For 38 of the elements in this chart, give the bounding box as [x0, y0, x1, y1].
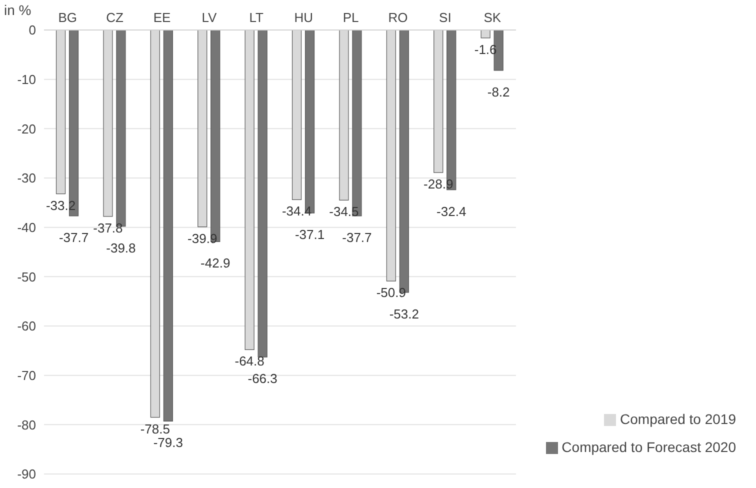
data-label: -37.8: [93, 220, 123, 236]
y-tick-label: -50: [17, 269, 36, 284]
y-tick-label: -70: [17, 368, 36, 383]
x-tick-label: LV: [202, 10, 217, 25]
data-label: -78.5: [140, 421, 170, 436]
data-label: -39.8: [106, 240, 136, 256]
data-label: -8.2: [487, 84, 510, 100]
data-label: -53.2: [389, 306, 419, 322]
data-label: -34.4: [282, 204, 312, 219]
x-tick-label: BG: [58, 10, 77, 25]
y-tick-label: -20: [17, 121, 36, 136]
legend-label: Compared to Forecast 2020: [562, 439, 736, 455]
y-tick-label: -10: [17, 72, 36, 87]
legend-label: Compared to 2019: [620, 411, 736, 427]
data-label: -37.7: [58, 230, 89, 245]
data-label: -37.1: [294, 227, 325, 242]
data-label: -32.4: [436, 204, 466, 219]
data-label: -66.3: [248, 371, 278, 386]
data-label: -50.9: [376, 285, 406, 300]
y-tick-label: -30: [17, 170, 36, 186]
data-label: -64.8: [234, 354, 264, 369]
data-label: -79.3: [153, 435, 183, 450]
x-tick-label: SK: [484, 10, 502, 25]
x-tick-label: SI: [439, 10, 452, 25]
y-tick-label: 0: [28, 22, 36, 38]
y-axis-title: in %: [4, 2, 32, 18]
y-tick-label: -60: [17, 318, 36, 334]
y-tick-label: -80: [17, 417, 36, 432]
data-label: -37.7: [342, 230, 372, 245]
x-tick-label: CZ: [106, 10, 124, 25]
x-tick-label: EE: [153, 10, 171, 25]
x-tick-label: LT: [249, 10, 264, 25]
x-tick-label: PL: [342, 10, 359, 25]
data-label: -42.9: [200, 256, 230, 271]
y-tick-label: -40: [17, 220, 36, 235]
x-tick-label: RO: [388, 10, 408, 25]
x-tick-label: HU: [294, 10, 313, 25]
y-tick-label: -90: [17, 466, 36, 482]
